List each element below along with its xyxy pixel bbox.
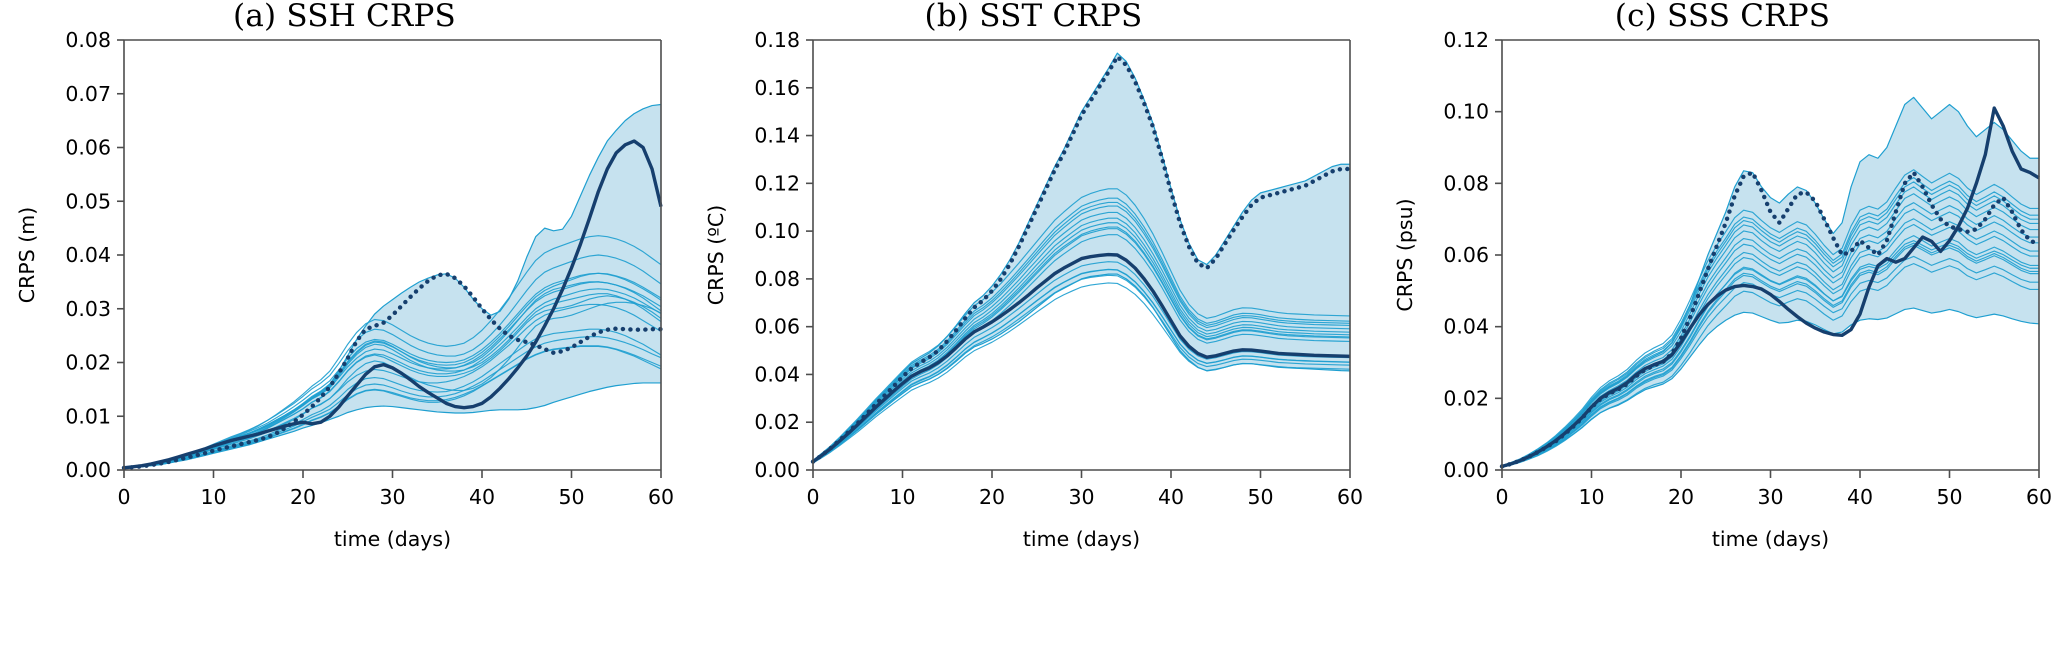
x-tick-label: 10 — [889, 485, 915, 509]
deterministic-dotted — [1499, 168, 2042, 469]
y-tick-label: 0.16 — [754, 76, 800, 100]
member-09 — [812, 234, 1351, 463]
x-tick-label: 60 — [2026, 485, 2052, 509]
x-tick-label: 20 — [290, 485, 316, 509]
member-11 — [812, 188, 1351, 461]
member-03 — [812, 205, 1351, 462]
member-14 — [812, 201, 1351, 462]
y-tick-label: 0.10 — [1443, 100, 1489, 124]
y-tick-label: 0.06 — [65, 136, 111, 160]
ensemble-mean-solid — [123, 139, 663, 470]
member-08 — [1501, 186, 2039, 467]
y-tick-label: 0.04 — [754, 362, 800, 386]
x-tick-label: 30 — [1068, 485, 1094, 509]
y-tick-label: 0.08 — [1443, 171, 1489, 195]
member-12 — [812, 282, 1351, 464]
y-axis-label: CRPS (m) — [15, 207, 39, 303]
member-15 — [123, 272, 662, 469]
y-tick-label: 0.01 — [65, 404, 111, 428]
y-tick-label: 0.00 — [65, 458, 111, 482]
y-tick-label: 0.12 — [754, 171, 800, 195]
ensemble-mean-solid — [1501, 106, 2040, 469]
member-05 — [1501, 181, 2039, 467]
x-tick-label: 30 — [379, 485, 405, 509]
x-tick-label: 30 — [1757, 485, 1783, 509]
panel-b-plot: 0.00 0.02 0.04 0.06 0.08 0.10 0.12 0.14 0.16 0.18… — [704, 28, 1363, 551]
y-tick-label: 0.04 — [1443, 315, 1489, 339]
y-tick-label: 0.02 — [754, 410, 800, 434]
y-tick-label: 0.04 — [65, 243, 111, 267]
deterministic-dotted — [121, 271, 664, 471]
x-tick-label: 40 — [1158, 485, 1184, 509]
x-tick-label: 40 — [469, 485, 495, 509]
y-tick-label: 0.02 — [1443, 386, 1489, 410]
x-axis-label: time (days) — [1023, 527, 1140, 551]
x-tick-label: 0 — [806, 485, 819, 509]
x-tick-label: 60 — [648, 485, 674, 509]
panel-a-plot: 0.00 0.01 0.02 0.03 0.04 0.05 0.06 0.07 0.08 0 10 2… — [15, 28, 674, 551]
y-tick-label: 0.06 — [754, 315, 800, 339]
panel-title-c: (c) SSS CRPS — [1614, 0, 1831, 34]
member-15 — [812, 268, 1351, 464]
x-tick-label: 40 — [1847, 485, 1873, 509]
x-axis-label: time (days) — [334, 527, 451, 551]
member-10 — [812, 217, 1351, 462]
y-tick-label: 0.10 — [754, 219, 800, 243]
member-07 — [812, 274, 1351, 464]
y-tick-label: 0.06 — [1443, 243, 1489, 267]
y-tick-label: 0.00 — [1443, 458, 1489, 482]
y-tick-label: 0.14 — [754, 124, 800, 148]
y-axis-label: CRPS (psu) — [1393, 198, 1417, 311]
y-tick-label: 0.02 — [65, 351, 111, 375]
y-tick-label: 0.05 — [65, 189, 111, 213]
x-tick-label: 20 — [979, 485, 1005, 509]
y-tick-label: 0.07 — [65, 82, 111, 106]
y-axis-label: CRPS (ºC) — [704, 205, 728, 305]
x-tick-label: 50 — [1247, 485, 1273, 509]
x-tick-label: 50 — [558, 485, 584, 509]
panel-title-a: (a) SSH CRPS — [233, 0, 456, 34]
x-tick-label: 50 — [1936, 485, 1962, 509]
y-tick-label: 0.08 — [65, 28, 111, 52]
member-03 — [1501, 193, 2039, 467]
member-13 — [1501, 263, 2039, 468]
panel-sst: (b) SST CRPS 0.00 0.02 0.04 0.06 0.08 0.10 0.1… — [689, 0, 1378, 659]
x-tick-label: 10 — [200, 485, 226, 509]
member-11 — [1501, 244, 2039, 468]
member-05 — [812, 197, 1351, 462]
x-tick-label: 0 — [1495, 485, 1508, 509]
ensemble-spread-lower — [1501, 307, 2040, 468]
panel-title-b: (b) SST CRPS — [924, 0, 1143, 34]
panel-ssh: (a) SSH CRPS 0.00 0.01 0.02 0.03 0.04 0.05 0.0… — [0, 0, 689, 659]
member-09 — [1501, 223, 2039, 467]
y-tick-label: 0.03 — [65, 297, 111, 321]
y-tick-label: 0.00 — [754, 458, 800, 482]
panel-sss: (c) SSS CRPS 0.00 0.02 0.04 0.06 0.08 0.10 0.1… — [1378, 0, 2067, 659]
x-tick-label: 10 — [1578, 485, 1604, 509]
x-tick-label: 0 — [117, 485, 130, 509]
member-14 — [1501, 177, 2039, 467]
member-10 — [1501, 169, 2039, 467]
y-tick-label: 0.18 — [754, 28, 800, 52]
x-axis-label: time (days) — [1712, 527, 1829, 551]
x-tick-label: 20 — [1668, 485, 1694, 509]
ensemble-spread-band — [124, 104, 661, 468]
x-tick-label: 60 — [1337, 485, 1363, 509]
y-tick-label: 0.08 — [754, 267, 800, 291]
member-08 — [812, 211, 1351, 462]
y-tick-label: 0.12 — [1443, 28, 1489, 52]
ensemble-mean-solid — [812, 252, 1351, 464]
panel-c-plot: 0.00 0.02 0.04 0.06 0.08 0.10 0.12 0 10 20 30 40 50 6… — [1393, 28, 2052, 551]
